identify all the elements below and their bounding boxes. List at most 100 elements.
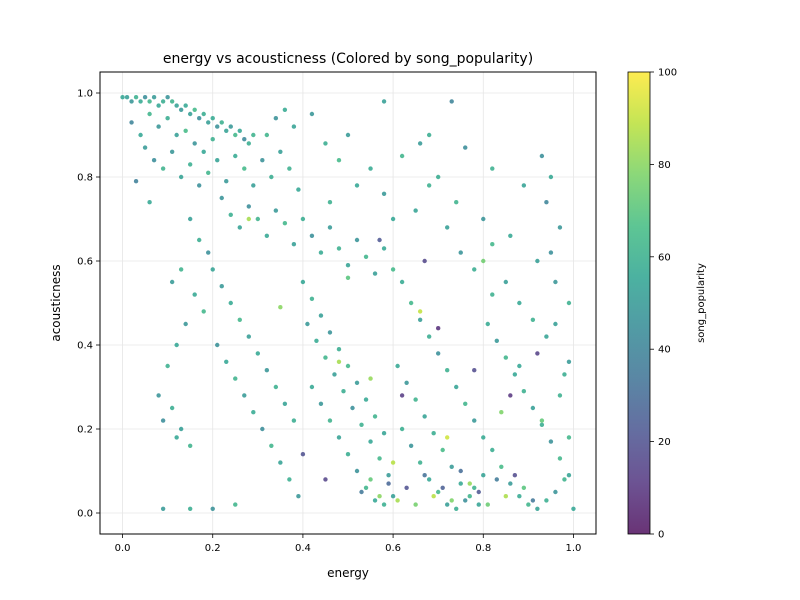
data-point [485,502,490,507]
data-point [345,132,351,138]
data-point [345,263,351,268]
data-point [368,376,373,381]
data-point [494,477,499,482]
data-point [242,166,247,171]
data-point [499,464,504,469]
data-point [233,153,238,159]
data-point [472,368,477,373]
data-point [291,242,297,247]
data-point [521,485,527,490]
data-point [408,300,414,306]
data-point [169,405,175,411]
data-point [503,494,509,499]
data-point [445,225,450,230]
data-point [278,305,283,310]
data-point [386,481,391,486]
data-point [472,418,477,423]
data-point [422,258,427,264]
data-point [165,95,170,100]
colorbar-tick-label: 100 [658,68,677,79]
data-point [219,120,224,125]
data-point [508,233,513,238]
x-axis-label: energy [327,566,369,580]
data-point [539,418,545,423]
data-point [336,435,342,440]
data-point [138,99,143,104]
data-point [508,393,513,398]
data-point [192,107,197,113]
data-point [210,137,215,142]
colorbar [627,71,651,535]
data-point [539,153,545,159]
data-point [377,237,382,243]
data-point [548,250,554,255]
data-point [381,502,387,507]
data-point [381,99,387,104]
plot-frame [99,71,597,535]
y-tick-label: 1.0 [77,89,93,100]
data-point [178,174,184,180]
data-point [472,485,477,490]
data-point [246,141,251,146]
data-point [354,183,360,188]
y-tick-label: 0.6 [77,257,93,268]
data-point [494,338,499,343]
data-point [305,321,310,327]
data-point [512,473,518,478]
data-point [454,506,459,511]
data-point [151,95,157,100]
data-point [160,166,166,171]
y-tick-label: 0.8 [77,173,93,184]
data-point [426,132,432,138]
data-point [435,489,441,495]
data-point [345,363,351,369]
data-point [318,250,324,255]
data-point [219,284,224,289]
colorbar-ticks: 0 20 40 60 80 100 [650,68,677,541]
data-point [197,116,202,121]
data-point [481,435,486,440]
data-point [327,225,333,230]
y-tick-label: 0.4 [77,341,93,352]
data-point [138,132,143,138]
data-point [147,200,152,205]
data-point [318,401,324,406]
data-point [381,431,387,436]
data-point [485,321,490,327]
data-point [557,393,563,398]
data-point [246,334,251,339]
chart-title: energy vs acousticness (Colored by song_… [163,51,533,67]
colorbar-tick-label: 80 [658,160,671,171]
data-point [354,380,360,385]
data-point [224,359,229,364]
data-point [129,99,134,104]
data-point [417,317,423,322]
data-point [399,279,405,285]
data-point [251,183,256,188]
data-point [544,200,549,205]
data-point [183,321,188,327]
data-point [499,410,504,415]
data-point [359,489,364,495]
data-point [327,418,333,423]
data-point [571,506,576,511]
data-point [210,267,215,272]
data-point [544,334,549,339]
data-point [187,111,193,117]
data-point [463,145,468,150]
data-point [246,204,251,209]
data-point [530,498,536,503]
data-point [124,95,130,100]
x-tick-label: 0.0 [115,543,131,554]
data-point [237,317,242,322]
data-point [363,254,369,259]
data-point [210,506,215,511]
data-point [562,372,567,377]
data-point [210,116,215,121]
data-point [169,99,175,104]
data-point [187,506,193,511]
colorbar-tick-label: 60 [658,252,671,263]
data-point [242,137,247,142]
data-point [336,246,342,251]
data-point [458,250,463,255]
